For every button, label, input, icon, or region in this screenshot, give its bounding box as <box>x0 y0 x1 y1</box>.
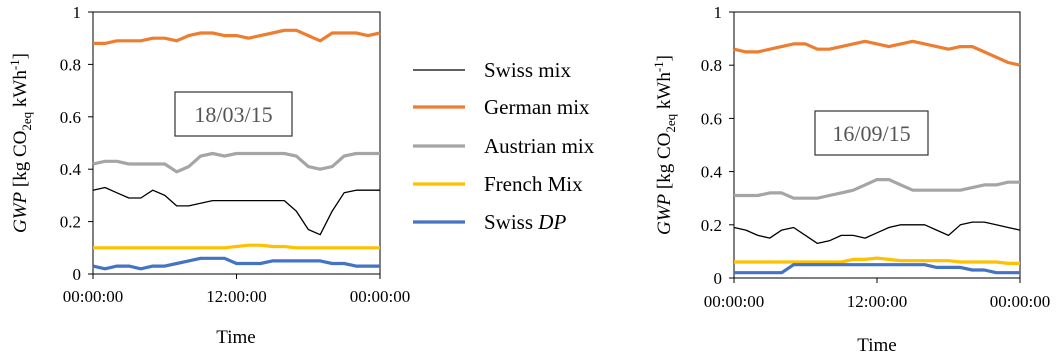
chart-18-03-15: 00.20.40.60.81 00:00:00 12:00:00 00:00:00 … <box>7 3 410 348</box>
y-tick-label: 0.6 <box>701 109 722 128</box>
y-tick-label: 0.6 <box>60 108 81 127</box>
y-tick-label: 0.4 <box>701 163 723 182</box>
legend-entry: Swiss mix <box>484 58 571 82</box>
x-tick-label: 00:00:00 <box>63 287 123 306</box>
series-line-swiss-dp <box>92 256 380 271</box>
x-tick-label: 12:00:00 <box>206 287 266 306</box>
x-axis-title-left: Time <box>216 327 255 348</box>
y-tick-label: 0.4 <box>60 160 82 179</box>
legend-entry: French Mix <box>484 172 583 196</box>
y-tick-label: 0 <box>73 265 82 284</box>
y-tick-label: 0.2 <box>60 213 81 232</box>
legend-entry: Austrian mix <box>484 134 595 158</box>
y-axis-title-right: GWP [kg CO2eq kWh-1] <box>651 55 678 235</box>
legend: Swiss mix German mix Austrian mix French Mi… <box>413 58 595 234</box>
series-line-french-mix <box>93 243 380 250</box>
date-annotation-right: 16/09/15 <box>814 110 929 156</box>
series-line-swiss-mix <box>92 186 380 236</box>
series-line-german-mix <box>733 39 1021 67</box>
legend-entry: German mix <box>484 95 590 119</box>
x-tick-label: 00:00:00 <box>350 287 410 306</box>
x-tick-label: 00:00:00 <box>704 292 764 311</box>
series-line-austrian-mix <box>92 151 380 174</box>
x-tick-label: 12:00:00 <box>847 292 907 311</box>
y-tick-label: 1 <box>714 3 723 22</box>
date-annotation-left: 18/03/15 <box>174 91 293 137</box>
y-tick-label: 0.2 <box>701 216 722 235</box>
date-label-left: 18/03/15 <box>194 102 272 127</box>
series-line-french-mix <box>734 256 1020 265</box>
plot-area-left <box>92 11 381 275</box>
chart-16-09-15: 00.20.40.60.81 00:00:00 12:00:00 00:00:00 … <box>651 3 1050 356</box>
y-tick-label: 0.8 <box>701 56 722 75</box>
x-axis-title-right: Time <box>857 335 896 356</box>
series-line-austrian-mix <box>734 178 1020 200</box>
x-tick-label: 00:00:00 <box>990 292 1050 311</box>
y-tick-label: 0 <box>714 269 723 288</box>
date-label-right: 16/09/15 <box>832 121 910 146</box>
y-tick-label: 0.8 <box>60 55 81 74</box>
y-axis-title-left: GWP [kg CO2eq kWh-1] <box>7 53 34 233</box>
series-line-german-mix <box>93 28 381 45</box>
legend-entry: Swiss DP <box>484 210 566 234</box>
y-tick-label: 1 <box>73 3 82 22</box>
series-line-swiss-mix <box>733 221 1021 245</box>
series-line-swiss-dp <box>734 263 1020 275</box>
